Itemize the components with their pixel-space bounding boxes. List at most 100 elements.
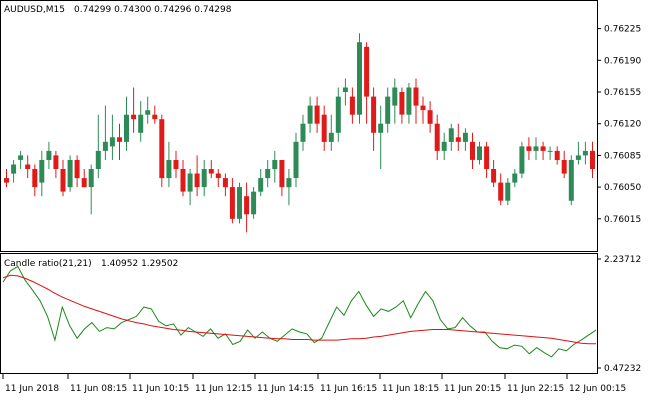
candle-body: [194, 173, 200, 188]
candle-body: [554, 150, 560, 160]
candle-body: [512, 173, 518, 183]
time-label: 11 Jun 18:15: [382, 384, 439, 394]
candle-body: [18, 155, 24, 160]
indicator-fast-line: [2, 265, 597, 358]
candle-body: [229, 187, 235, 219]
candle-body: [46, 150, 52, 160]
indicator-slow-line: [2, 274, 596, 345]
candle-body: [293, 141, 299, 178]
candle-body: [392, 87, 398, 106]
candle-body: [4, 178, 9, 183]
time-axis: 11 Jun 2018 11 Jun 08:15 11 Jun 10:15 11 Ju…: [2, 374, 626, 394]
candle-body: [540, 146, 546, 151]
candle-body: [568, 160, 574, 201]
candles-layer: [4, 33, 595, 233]
price-label: 0.76015: [604, 215, 641, 225]
indicator-values: 1.40952 1.29502: [101, 259, 178, 269]
candle-body: [420, 105, 426, 111]
candle-body: [314, 105, 320, 124]
candle-body: [166, 160, 172, 179]
candle-body: [180, 169, 186, 192]
time-label: 11 Jun 08:15: [70, 384, 127, 394]
candle-body: [39, 160, 45, 183]
candle-body: [349, 96, 355, 115]
candle-body: [491, 169, 497, 183]
candle-body: [173, 160, 179, 170]
candle-body: [385, 96, 391, 124]
candle-body: [434, 123, 440, 151]
main-chart-frame: [0, 0, 598, 252]
candle-body: [427, 110, 433, 124]
candle-body: [335, 96, 341, 133]
candle-body: [371, 96, 377, 133]
candle-body: [32, 169, 38, 188]
candle-body: [74, 160, 80, 179]
ohlc-info: 0.74299 0.74300 0.74296 0.74298: [74, 5, 232, 15]
candle-body: [307, 105, 313, 124]
candle-body: [81, 178, 87, 188]
candle-body: [448, 128, 454, 142]
candle-body: [258, 178, 264, 192]
candle-body: [321, 114, 327, 142]
candle-body: [131, 114, 137, 120]
price-label: 0.76225: [604, 25, 641, 35]
candle-body: [208, 169, 214, 174]
time-label: 11 Jun 22:15: [507, 384, 564, 394]
candle-body: [582, 150, 588, 156]
candle-body: [364, 46, 370, 97]
candle-body: [505, 182, 511, 201]
candle-body: [265, 169, 271, 179]
time-label: 11 Jun 20:15: [444, 384, 501, 394]
candle-body: [102, 141, 108, 151]
candle-body: [399, 92, 405, 115]
candle-body: [462, 132, 468, 142]
candle-body: [88, 169, 94, 188]
time-label: 11 Jun 2018: [5, 384, 59, 394]
candle-body: [124, 114, 129, 142]
candle-body: [237, 187, 242, 219]
symbol-info: AUDUSD,M15: [4, 5, 65, 15]
candle-body: [455, 137, 461, 142]
candle-body: [138, 114, 144, 133]
candle-body: [590, 150, 595, 169]
candle-body: [279, 160, 285, 188]
candle-body: [378, 123, 384, 133]
price-label: 0.76120: [604, 120, 641, 130]
indicator-axis: 2.23712 0.47232: [597, 255, 641, 374]
candle-body: [187, 173, 193, 192]
candle-body: [328, 132, 334, 142]
candle-body: [95, 150, 101, 169]
price-label: 0.76155: [604, 88, 641, 98]
candle-body: [526, 146, 532, 151]
candle-body: [286, 178, 292, 188]
candle-body: [357, 42, 362, 115]
time-label: 12 Jun 00:15: [569, 384, 626, 394]
time-label: 11 Jun 10:15: [132, 384, 189, 394]
indicator-scale-label: 2.23712: [604, 255, 641, 265]
candle-body: [406, 87, 412, 115]
indicator-frame: [0, 253, 598, 374]
candle-body: [547, 150, 553, 152]
candle-body: [413, 87, 419, 106]
candle-body: [145, 110, 151, 115]
candle-body: [67, 160, 73, 188]
candle-body: [25, 164, 31, 169]
candle-body: [201, 169, 207, 188]
candle-body: [477, 146, 482, 160]
indicator-scale-label: 0.47232: [604, 364, 641, 374]
candle-body: [251, 191, 257, 215]
price-label: 0.76190: [604, 56, 641, 66]
candle-body: [11, 164, 17, 174]
candle-body: [498, 182, 504, 201]
candle-body: [272, 160, 278, 170]
candle-body: [215, 173, 221, 178]
candle-body: [342, 87, 348, 92]
price-axis: 0.76225 0.76190 0.76155 0.76120 0.76085 0.760…: [597, 25, 641, 225]
price-label: 0.76050: [604, 183, 641, 193]
candle-body: [60, 169, 66, 192]
candle-body: [244, 196, 250, 215]
candle-body: [159, 119, 165, 179]
price-label: 0.76085: [604, 151, 641, 161]
candle-body: [117, 137, 122, 142]
